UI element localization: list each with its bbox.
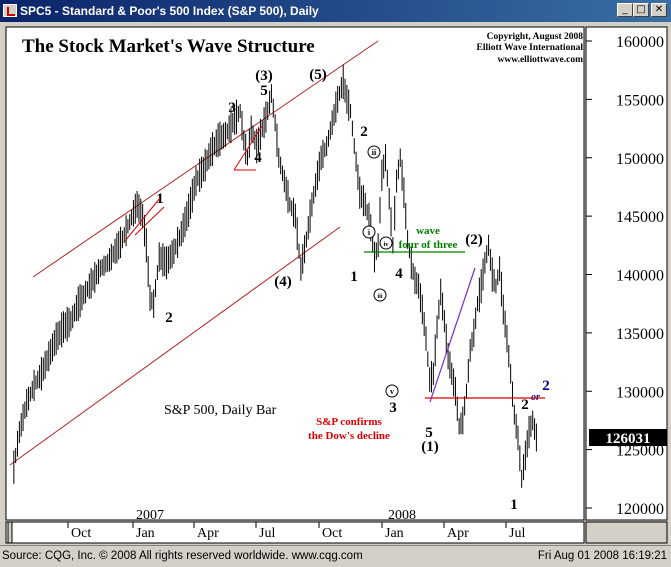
- close-button[interactable]: ✕: [651, 3, 667, 17]
- circle-iv: [379, 236, 393, 250]
- wave-label-top-2: (2): [465, 232, 483, 248]
- wave-label-cii: ii: [372, 148, 377, 157]
- wave-label-top-5: (5): [309, 67, 327, 83]
- chart-area[interactable]: 120000 125000 130000 135000 140000 145000 1500…: [0, 22, 671, 545]
- chart-title: The Stock Market's Wave Structure: [22, 36, 315, 57]
- source-credit: Source: CQG, Inc. © 2008 All rights rese…: [2, 550, 363, 562]
- x-tick-label: Jan: [136, 526, 155, 541]
- y-tick-label: 130000: [616, 384, 664, 401]
- status-timestamp: Fri Aug 01 2008 16:19:21: [537, 550, 667, 562]
- x-tick-label: Jul: [509, 526, 525, 541]
- wave-label-cv: v: [390, 387, 394, 396]
- wave-label-c2: 2: [360, 124, 368, 140]
- chart-app-icon[interactable]: [3, 4, 17, 17]
- x-axis-ticks: Oct Jan Apr Jul Oct Jan Apr Jul: [67, 522, 525, 541]
- circle-v: [385, 384, 399, 398]
- x-tick-label: Oct: [71, 526, 91, 541]
- y-axis-ticks: 120000 125000 130000 135000 140000 145000 1500…: [586, 34, 664, 518]
- status-bar: Source: CQG, Inc. © 2008 All rights rese…: [0, 545, 671, 567]
- window-title-bar: SPC5 - Standard & Poor's 500 Index (S&P …: [0, 0, 671, 22]
- y-tick-label: 155000: [616, 92, 664, 109]
- wave-label-n2: 2: [521, 397, 529, 413]
- y-tick-label: 145000: [616, 209, 664, 226]
- wave-label-c1: 1: [350, 269, 358, 285]
- wave-label-4: 4: [254, 150, 262, 166]
- copyright-line-3: www.elliottwave.com: [498, 55, 584, 65]
- wave-label-5: 5: [260, 83, 268, 99]
- x-tick-label: Apr: [447, 526, 469, 541]
- wave-label-c3: 3: [389, 400, 397, 416]
- circle-i: [362, 225, 376, 239]
- minimize-button[interactable]: _: [617, 3, 633, 17]
- copyright-line-1: Copyright, August 2008: [487, 32, 584, 42]
- maximize-button[interactable]: □: [633, 3, 649, 17]
- wave-label-civ: iv: [383, 241, 389, 248]
- lower-channel-line: [9, 226, 341, 466]
- wave-label-ciii: iii: [377, 294, 382, 300]
- x-tick-label: Apr: [197, 526, 219, 541]
- wave-label-c5: 5: [425, 425, 433, 441]
- wave-label-low-4: (4): [274, 274, 292, 290]
- purple-trendline: [429, 267, 476, 403]
- corner-panel: [585, 521, 668, 544]
- wave-label-2: 2: [165, 310, 173, 326]
- wave-label-ci: i: [368, 228, 371, 237]
- y-tick-label: 120000: [616, 501, 664, 518]
- year-2008: 2008: [388, 508, 416, 523]
- wedge-line-upper: [134, 206, 165, 236]
- y-tick-label: 160000: [616, 34, 664, 51]
- confirm-label-1: S&P confirms: [316, 416, 382, 428]
- window-title: SPC5 - Standard & Poor's 500 Index (S&P …: [20, 4, 319, 18]
- wave-label-low-1: (1): [421, 439, 439, 455]
- x-tick-label: Oct: [322, 526, 342, 541]
- copyright-line-2: Elliott Wave International: [477, 43, 584, 53]
- triangle-line-1: [233, 125, 263, 171]
- wave-label-3: 3: [228, 100, 236, 116]
- circle-iii: [373, 288, 387, 302]
- wave-four-label-2: four of three: [399, 239, 458, 251]
- wave-label-1: 1: [156, 191, 164, 207]
- wave-label-c4: 4: [395, 266, 403, 282]
- year-labels: 2007 2008: [136, 508, 416, 523]
- year-2007: 2007: [136, 508, 164, 523]
- chart-subtitle: S&P 500, Daily Bar: [164, 403, 277, 418]
- wedge-line-lower: [124, 197, 161, 242]
- wave-four-label-1: wave: [416, 225, 440, 237]
- chart-svg: 120000 125000 130000 135000 140000 145000 1500…: [5, 26, 668, 544]
- wave-label-top-3: (3): [255, 68, 273, 84]
- scroll-handle[interactable]: [7, 521, 13, 544]
- circle-ii: [367, 145, 381, 159]
- y-tick-label: 135000: [616, 326, 664, 343]
- x-tick-label: Jul: [259, 526, 275, 541]
- wave-label-n1: 1: [510, 497, 518, 513]
- x-axis-panel: [5, 521, 585, 544]
- last-price-box: [589, 429, 667, 446]
- last-price-value: 126031: [606, 431, 651, 447]
- y-tick-label: 125000: [616, 443, 664, 460]
- price-series: [13, 64, 537, 488]
- x-tick-label: Jan: [385, 526, 404, 541]
- wave-label-n2-alt: 2: [542, 378, 550, 394]
- confirm-label-2: the Dow's decline: [308, 430, 390, 442]
- y-tick-label: 140000: [616, 268, 664, 285]
- y-tick-label: 150000: [616, 151, 664, 168]
